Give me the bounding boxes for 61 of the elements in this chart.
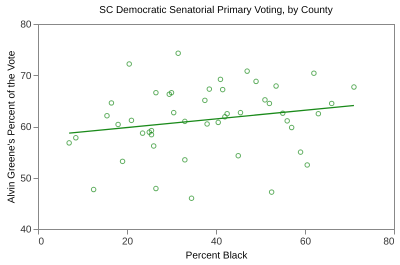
x-tick-label: 20 [122,236,134,248]
point [238,110,244,116]
point [206,86,212,92]
point [244,68,250,74]
point [168,90,174,96]
point [148,132,154,138]
point [288,124,294,130]
point [104,113,110,118]
point [126,61,132,67]
point [351,84,357,90]
point [224,110,230,116]
point [66,140,72,146]
point [148,128,154,134]
x-tick-label: 40 [210,236,222,248]
point [146,129,152,135]
point [90,186,96,192]
y-tick-label: 70 [20,70,32,82]
point [222,114,228,120]
point [108,100,114,106]
x-axis-title: Percent Black [186,250,248,262]
point [262,97,268,103]
point [153,186,159,192]
point [175,50,181,56]
y-tick-label: 60 [20,122,32,133]
point [166,91,172,97]
point [236,152,241,158]
point [215,120,221,126]
point [220,86,226,92]
point [128,118,134,124]
point [280,110,286,116]
x-tick-label: 60 [300,236,312,248]
point [268,189,274,195]
point [120,158,126,164]
point [202,98,208,104]
point [115,122,121,128]
point [204,121,210,127]
point [153,90,159,96]
point [150,143,156,149]
point [140,130,146,136]
point [170,110,176,116]
point [328,100,334,106]
y-tick-label: 40 [20,224,32,236]
x-tick-label: 80 [383,236,395,248]
point [273,83,279,89]
point [266,100,272,106]
point [182,157,188,163]
point [311,70,317,76]
point [73,135,79,141]
point [316,110,322,116]
y-tick-label: 80 [20,20,32,30]
point [284,118,290,124]
chart-title: SC Democratic Senatorial Primary Voting, by County [99,5,333,16]
point [298,149,304,155]
point [188,196,194,201]
x-tick-label: 0 [38,236,44,248]
point [304,162,310,168]
y-axis-title: Alvin Greene's Percent of the Vote [6,50,18,204]
y-tick-label: 50 [20,173,32,184]
point [182,118,188,124]
point [253,78,259,84]
point [218,76,224,82]
